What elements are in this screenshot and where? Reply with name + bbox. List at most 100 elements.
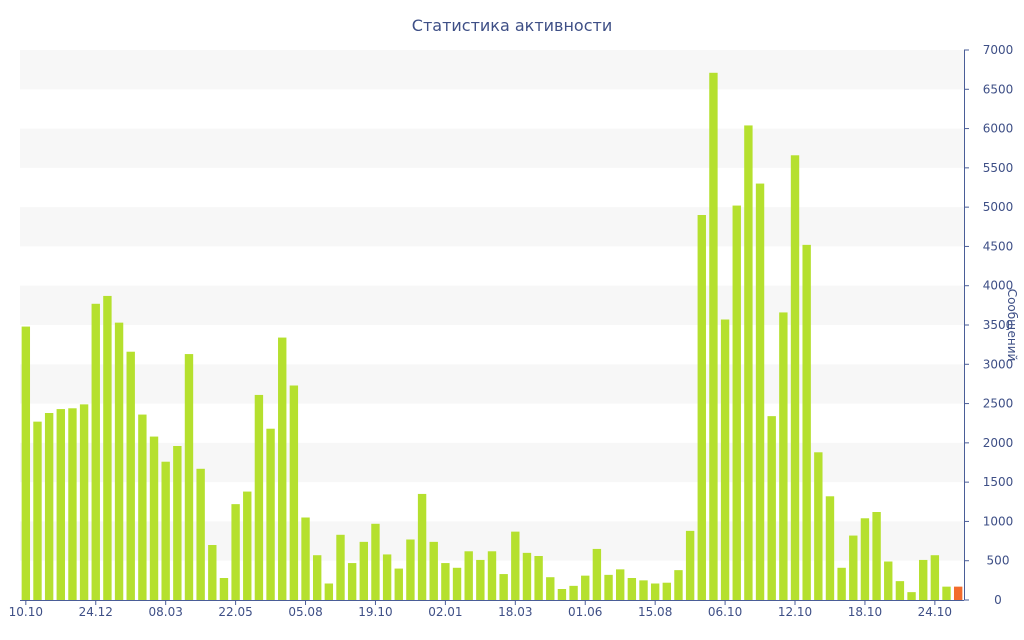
x-tick-label: 22.05	[218, 605, 252, 619]
bar[interactable]	[464, 551, 473, 600]
bar[interactable]	[289, 385, 299, 601]
bar[interactable]	[487, 551, 497, 600]
bar[interactable]	[21, 326, 31, 600]
y-tick-label: 2000	[983, 436, 1014, 450]
bar[interactable]	[511, 531, 520, 600]
bar[interactable]	[266, 428, 275, 600]
bar[interactable]	[616, 569, 625, 600]
x-tick-label: 12.10	[778, 605, 812, 619]
axes-group: 0 500 1000 1500 2000 2500 3000 3500 4000 4500 5000…	[9, 43, 1014, 619]
bar[interactable]	[534, 556, 543, 600]
bar[interactable]	[650, 583, 660, 601]
bar[interactable]	[79, 404, 89, 600]
bar[interactable]	[406, 539, 415, 601]
bar[interactable]	[231, 504, 240, 600]
bar[interactable]	[56, 409, 65, 600]
chart-title: Статистика активности	[412, 16, 612, 35]
bar[interactable]	[627, 578, 637, 600]
bar[interactable]	[942, 586, 951, 600]
bars-group	[21, 72, 963, 601]
bar[interactable]	[324, 583, 334, 601]
bar[interactable]	[394, 568, 403, 600]
bar[interactable]	[581, 575, 590, 600]
grid-band	[20, 50, 964, 90]
grid-band	[20, 207, 964, 247]
bar[interactable]	[674, 570, 683, 600]
bar[interactable]	[126, 351, 135, 600]
bar[interactable]	[569, 585, 578, 600]
bar[interactable]	[522, 552, 532, 600]
x-tick-label: 01.06	[568, 605, 602, 619]
bar[interactable]	[208, 545, 217, 600]
x-tick-label: 24.12	[79, 605, 113, 619]
bar[interactable]	[557, 589, 567, 600]
bar[interactable]	[149, 436, 159, 600]
bar[interactable]	[91, 303, 100, 600]
bar[interactable]	[161, 461, 170, 600]
bar[interactable]	[802, 244, 811, 601]
bar[interactable]	[849, 535, 858, 600]
y-tick-label: 7000	[983, 43, 1014, 57]
y-tick-label: 1000	[983, 514, 1014, 528]
bar[interactable]	[744, 125, 753, 601]
bar[interactable]	[779, 312, 788, 600]
bar[interactable]	[767, 416, 776, 600]
bar[interactable]	[429, 541, 438, 600]
y-tick-label: 4000	[983, 279, 1014, 293]
bar[interactable]	[382, 554, 392, 600]
bar[interactable]	[919, 559, 928, 600]
bar[interactable]	[184, 354, 194, 600]
bar[interactable]	[662, 582, 672, 600]
bar[interactable]	[312, 555, 322, 600]
bar[interactable]	[336, 534, 345, 600]
bar[interactable]	[278, 337, 287, 600]
bar[interactable]	[68, 408, 77, 600]
bar[interactable]	[860, 518, 870, 600]
bar[interactable]	[44, 413, 54, 600]
y-tick-label: 6000	[983, 122, 1014, 136]
bar[interactable]	[452, 567, 462, 600]
bar[interactable]	[173, 446, 182, 600]
grid-band	[20, 128, 964, 168]
bar[interactable]	[371, 523, 380, 600]
bar[interactable]	[359, 541, 368, 600]
bar[interactable]	[930, 555, 940, 600]
bar[interactable]	[219, 578, 229, 600]
y-tick-label: 4500	[983, 239, 1014, 253]
bar[interactable]	[441, 563, 450, 600]
bar[interactable]	[814, 452, 823, 600]
bar[interactable]	[254, 394, 264, 600]
bar[interactable]	[604, 574, 613, 600]
bar[interactable]	[755, 183, 765, 600]
bar[interactable]	[243, 491, 252, 600]
bar[interactable]	[697, 215, 706, 600]
bar[interactable]	[907, 592, 916, 600]
x-tick-label: 18.10	[848, 605, 882, 619]
bar[interactable]	[476, 559, 485, 600]
bar[interactable]	[114, 322, 124, 600]
bar[interactable]	[884, 561, 893, 601]
bar[interactable]	[837, 567, 846, 600]
bar[interactable]	[196, 468, 205, 600]
bar[interactable]	[103, 295, 112, 600]
bar[interactable]	[709, 72, 718, 601]
bar[interactable]	[790, 155, 800, 601]
x-tick-label: 19.10	[358, 605, 392, 619]
bar[interactable]	[720, 319, 730, 601]
bar[interactable]	[499, 574, 508, 600]
bar[interactable]	[732, 205, 741, 600]
y-tick-label: 6500	[983, 82, 1014, 96]
bar[interactable]	[872, 512, 881, 600]
bar[interactable]	[138, 414, 147, 600]
bar[interactable]	[347, 563, 357, 600]
bar[interactable]	[592, 548, 602, 600]
bar[interactable]	[685, 530, 695, 600]
bar[interactable]	[546, 577, 555, 600]
bar[interactable]	[33, 421, 42, 600]
bar[interactable]	[301, 517, 310, 601]
bar[interactable]	[639, 580, 648, 600]
bar-current[interactable]	[953, 586, 963, 600]
bar[interactable]	[825, 496, 835, 600]
bar[interactable]	[895, 581, 905, 600]
bar[interactable]	[417, 493, 427, 600]
